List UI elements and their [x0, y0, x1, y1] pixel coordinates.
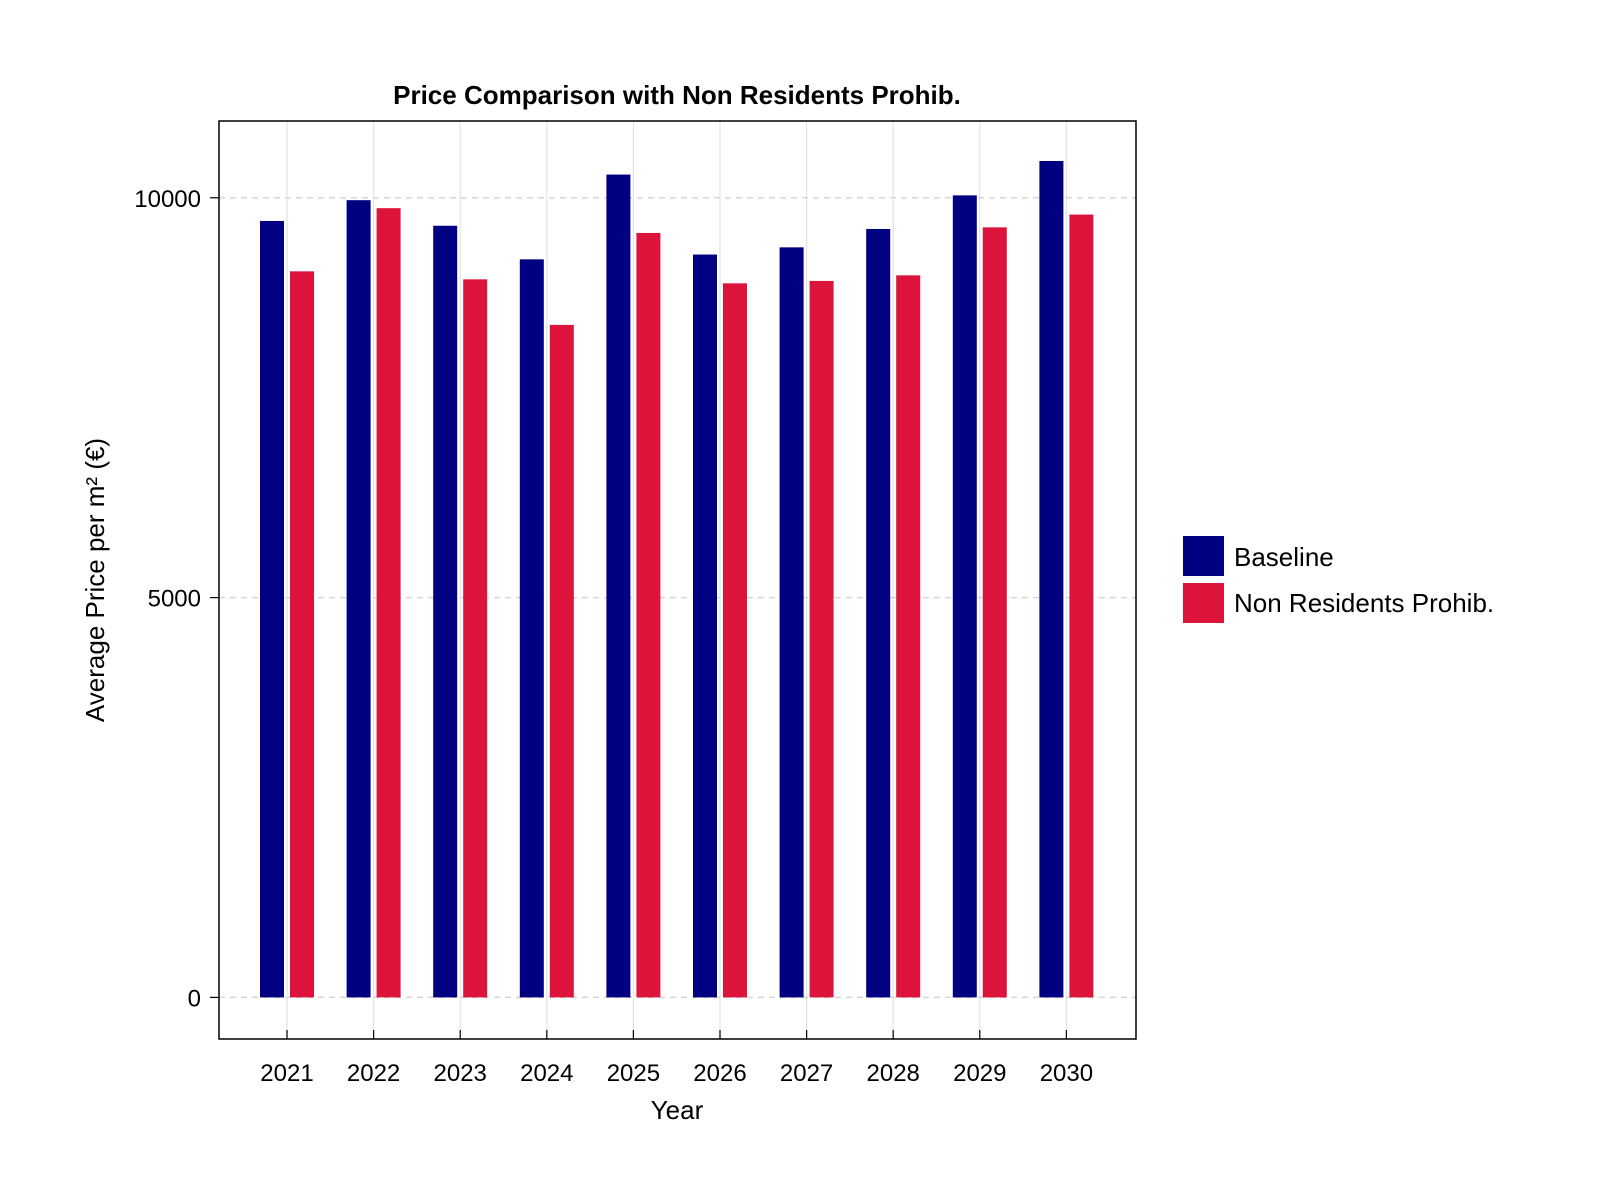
y-tick-label: 10000 [134, 186, 201, 213]
bar-baseline-2030 [1039, 160, 1064, 998]
bar-non-residents-2022 [376, 208, 401, 998]
bar-non-residents-2028 [896, 275, 921, 998]
legend-label-baseline: Baseline [1234, 542, 1334, 572]
plot-frame [218, 120, 1137, 1040]
x-tick-label: 2022 [347, 1060, 400, 1087]
x-tick-label: 2028 [867, 1060, 920, 1087]
bar-non-residents-2026 [723, 283, 747, 998]
x-axis-ticks: 2021 2022 2023 2024 2025 2026 2027 2028 2029 2030 [260, 1030, 1093, 1087]
bar-baseline-2023 [433, 225, 458, 998]
legend-swatch-non-residents [1183, 583, 1224, 623]
bar-baseline-2029 [952, 195, 977, 998]
x-tick-label: 2024 [520, 1060, 573, 1087]
y-tick-label: 0 [188, 985, 201, 1012]
x-tick-label: 2029 [953, 1060, 1006, 1087]
bar-baseline-2024 [519, 259, 544, 998]
bar-non-residents-2023 [463, 279, 488, 998]
bar-non-residents-2021 [290, 271, 314, 998]
bars-layer [260, 160, 1094, 998]
y-axis-label: Average Price per m² (€) [80, 438, 110, 722]
bar-non-residents-2030 [1069, 214, 1094, 998]
bar-baseline-2022 [346, 200, 371, 998]
y-tick-label: 5000 [148, 586, 201, 613]
legend-swatch-baseline [1183, 536, 1224, 576]
bar-baseline-2025 [606, 174, 631, 998]
bar-baseline-2021 [260, 220, 284, 998]
chart-title: Price Comparison with Non Residents Proh… [393, 80, 961, 110]
x-tick-label: 2025 [607, 1060, 660, 1087]
x-tick-label: 2021 [260, 1060, 313, 1087]
legend-label-non-residents: Non Residents Prohib. [1234, 588, 1494, 618]
x-tick-label: 2030 [1040, 1060, 1093, 1087]
bar-non-residents-2025 [636, 232, 661, 998]
legend: Baseline Non Residents Prohib. [1183, 536, 1494, 623]
bar-non-residents-2027 [809, 280, 834, 998]
bar-non-residents-2024 [549, 324, 574, 998]
bar-baseline-2026 [693, 254, 717, 998]
bar-baseline-2028 [866, 228, 891, 998]
x-tick-label: 2027 [780, 1060, 833, 1087]
x-tick-label: 2026 [693, 1060, 746, 1087]
y-axis-ticks: 0 5000 10000 [134, 186, 219, 1012]
x-tick-label: 2023 [434, 1060, 487, 1087]
bar-non-residents-2029 [982, 227, 1007, 998]
bar-baseline-2027 [779, 247, 804, 998]
x-axis-label: Year [651, 1095, 704, 1125]
